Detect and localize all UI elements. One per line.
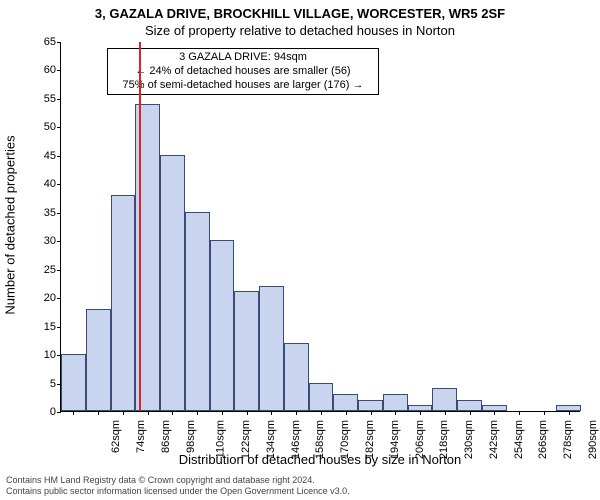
y-tick-label: 0 <box>50 406 56 418</box>
y-tick-mark <box>57 156 61 157</box>
x-tick-label: 206sqm <box>414 420 426 459</box>
x-tick-mark <box>148 411 149 415</box>
x-tick-label: 62sqm <box>110 420 122 453</box>
x-tick-label: 122sqm <box>240 420 252 459</box>
x-tick-mark <box>494 411 495 415</box>
x-tick-mark <box>346 411 347 415</box>
plot-area: 3 GAZALA DRIVE: 94sqm ← 24% of detached … <box>60 42 580 412</box>
y-tick-mark <box>57 327 61 328</box>
x-tick-label: 98sqm <box>185 420 197 453</box>
x-tick-label: 218sqm <box>438 420 450 459</box>
x-tick-label: 86sqm <box>160 420 172 453</box>
y-tick-label: 20 <box>44 292 56 304</box>
histogram-bar <box>160 155 185 411</box>
histogram-bar <box>234 291 259 411</box>
x-tick-mark <box>222 411 223 415</box>
annotation-line3: 75% of semi-detached houses are larger (… <box>114 79 372 93</box>
x-tick-label: 182sqm <box>364 420 376 459</box>
x-tick-label: 158sqm <box>315 420 327 459</box>
y-tick-mark <box>57 184 61 185</box>
x-tick-mark <box>123 411 124 415</box>
y-tick-mark <box>57 270 61 271</box>
x-tick-mark <box>247 411 248 415</box>
y-tick-mark <box>57 241 61 242</box>
x-tick-label: 278sqm <box>562 420 574 459</box>
annotation-box: 3 GAZALA DRIVE: 94sqm ← 24% of detached … <box>107 48 379 95</box>
x-tick-mark <box>544 411 545 415</box>
histogram-bar <box>61 354 86 411</box>
histogram-bar <box>210 240 235 411</box>
y-tick-mark <box>57 99 61 100</box>
y-tick-mark <box>57 298 61 299</box>
x-tick-mark <box>445 411 446 415</box>
chart-subtitle: Size of property relative to detached ho… <box>0 23 600 38</box>
y-tick-label: 65 <box>44 36 56 48</box>
x-tick-mark <box>395 411 396 415</box>
histogram-bar <box>86 309 111 411</box>
x-tick-mark <box>371 411 372 415</box>
x-tick-mark <box>519 411 520 415</box>
y-tick-label: 30 <box>44 235 56 247</box>
y-tick-label: 60 <box>44 64 56 76</box>
x-tick-label: 242sqm <box>488 420 500 459</box>
y-tick-label: 25 <box>44 264 56 276</box>
y-tick-label: 40 <box>44 178 56 190</box>
histogram-bar <box>111 195 136 411</box>
x-tick-label: 194sqm <box>389 420 401 459</box>
histogram-bar <box>457 400 482 411</box>
chart-container: 3, GAZALA DRIVE, BROCKHILL VILLAGE, WORC… <box>0 0 600 500</box>
histogram-bar <box>259 286 284 411</box>
x-tick-label: 134sqm <box>265 420 277 459</box>
y-tick-mark <box>57 127 61 128</box>
histogram-bar <box>333 394 358 411</box>
x-tick-label: 266sqm <box>537 420 549 459</box>
footer-attribution: Contains HM Land Registry data © Crown c… <box>6 475 350 496</box>
histogram-bar <box>383 394 408 411</box>
y-tick-label: 35 <box>44 207 56 219</box>
x-tick-mark <box>172 411 173 415</box>
histogram-bar <box>309 383 334 411</box>
footer-line2: Contains public sector information licen… <box>6 486 350 496</box>
x-tick-label: 230sqm <box>463 420 475 459</box>
histogram-bar <box>432 388 457 411</box>
x-tick-mark <box>197 411 198 415</box>
x-tick-label: 146sqm <box>290 420 302 459</box>
y-tick-mark <box>57 412 61 413</box>
histogram-bar <box>185 212 210 411</box>
histogram-bar <box>284 343 309 411</box>
x-tick-label: 110sqm <box>215 420 227 458</box>
x-tick-mark <box>470 411 471 415</box>
annotation-line1: 3 GAZALA DRIVE: 94sqm <box>114 51 372 65</box>
y-tick-label: 45 <box>44 150 56 162</box>
histogram-bar <box>358 400 383 411</box>
y-tick-mark <box>57 213 61 214</box>
y-tick-label: 50 <box>44 121 56 133</box>
x-tick-mark <box>73 411 74 415</box>
chart-title-address: 3, GAZALA DRIVE, BROCKHILL VILLAGE, WORC… <box>0 6 600 21</box>
y-tick-label: 15 <box>44 321 56 333</box>
x-tick-mark <box>420 411 421 415</box>
y-tick-label: 10 <box>44 349 56 361</box>
annotation-line2: ← 24% of detached houses are smaller (56… <box>114 65 372 79</box>
x-tick-mark <box>271 411 272 415</box>
y-axis-label: Number of detached properties <box>3 135 18 314</box>
x-tick-mark <box>321 411 322 415</box>
x-tick-label: 290sqm <box>587 420 599 459</box>
y-tick-mark <box>57 70 61 71</box>
x-tick-label: 170sqm <box>339 420 351 459</box>
reference-line <box>139 42 141 411</box>
x-tick-mark <box>296 411 297 415</box>
footer-line1: Contains HM Land Registry data © Crown c… <box>6 475 350 485</box>
x-tick-label: 74sqm <box>135 420 147 453</box>
x-tick-mark <box>98 411 99 415</box>
x-tick-mark <box>569 411 570 415</box>
y-tick-label: 55 <box>44 93 56 105</box>
x-tick-label: 254sqm <box>513 420 525 459</box>
y-tick-label: 5 <box>50 378 56 390</box>
y-tick-mark <box>57 42 61 43</box>
